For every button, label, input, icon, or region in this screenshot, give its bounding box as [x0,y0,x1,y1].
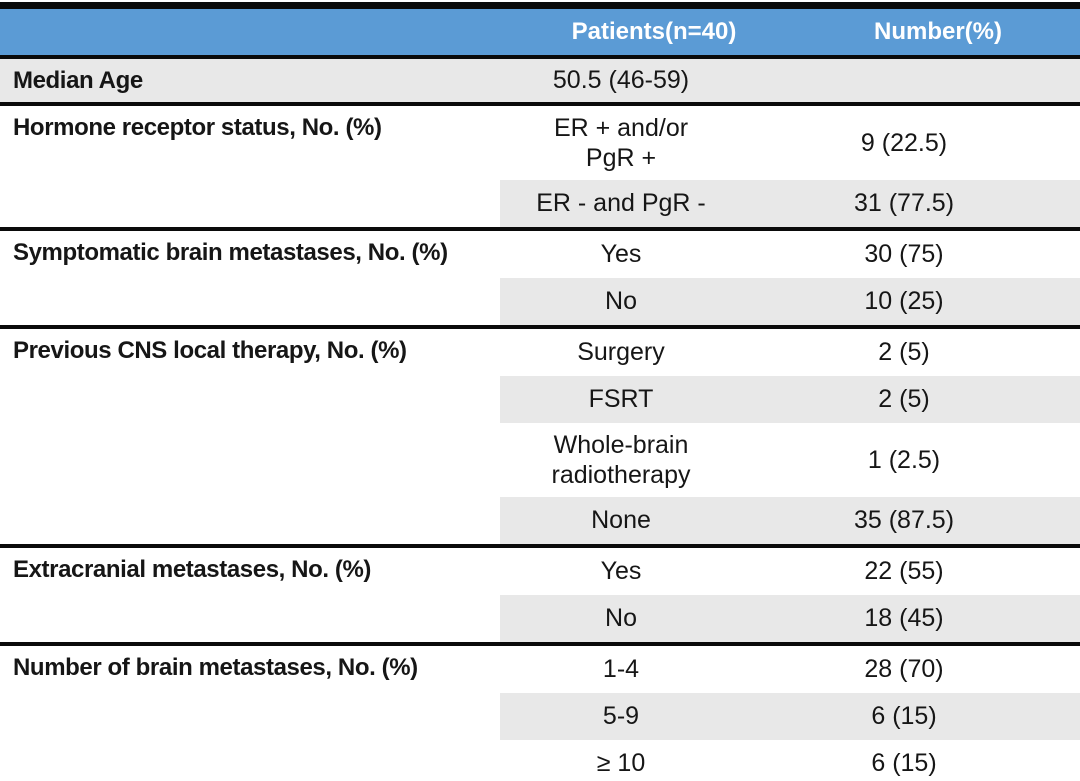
table-row: No 18 (45) [0,595,1080,644]
value-cell: Whole-brain radiotherapy [551,430,691,490]
table-row: Extracranial metastases, No. (%) Yes 22 (5… [0,544,1080,644]
number-cell: 10 (25) [760,278,1080,327]
row-label-cell: Number of brain metastases, No. (%) [0,642,500,781]
number-cell: 18 (45) [760,595,1080,644]
value-cell: 5-9 [500,693,760,740]
table-row: Median Age 50.5 (46-59) [0,55,1080,104]
value-cell: FSRT [500,376,760,423]
header-empty-cell [0,5,500,59]
table-row: None 35 (87.5) [0,497,1080,546]
number-cell: 9 (22.5) [760,102,1080,180]
header-patients-column: Patients(n=40) [500,5,760,59]
table-row: No 10 (25) [0,278,1080,327]
header-number-column: Number(%) [760,5,1080,59]
number-cell: 30 (75) [760,227,1080,278]
number-cell: 1 (2.5) [867,445,941,474]
number-cell: 22 (55) [760,544,1080,595]
number-cell: 6 (15) [760,693,1080,740]
value-cell: Yes [500,544,760,595]
value-cell: No [500,595,760,644]
value-cell: ≥ 10 [596,749,646,778]
value-cell: ER + and/or PgR + [500,102,760,180]
table-row: 5-9 6 (15) [0,693,1080,740]
table-row: ≥ 10 6 (15) [0,740,1080,781]
value-cell: None [500,497,760,546]
table-body: Median Age 50.5 (46-59) Hormone receptor s… [0,55,1080,781]
number-cell: 2 (5) [760,325,1080,376]
row-label-cell: Extracranial metastases, No. (%) [0,544,500,644]
value-cell: No [500,278,760,327]
value-cell: ER - and PgR - [500,180,760,229]
header-row: Patients(n=40) Number(%) [0,5,1080,59]
table-row: Hormone receptor status, No. (%) ER + and… [0,102,1080,229]
number-cell: 6 (15) [871,749,937,778]
value-cell: Yes [500,227,760,278]
table-row: Whole-brain radiotherapy 1 (2.5) [0,423,1080,497]
row-label-cell: Hormone receptor status, No. (%) [0,102,500,229]
number-cell [760,55,1080,104]
table-row: Symptomatic brain metastases, No. (%) Yes… [0,227,1080,327]
table-row: ER - and PgR -31 (77.5) [0,180,1080,229]
table-row: Previous CNS local therapy, No. (%) Surge… [0,325,1080,546]
number-cell: 35 (87.5) [760,497,1080,546]
number-cell: 31 (77.5) [760,180,1080,229]
number-cell: 2 (5) [760,376,1080,423]
table-row: Number of brain metastases, No. (%) 1-4 28… [0,642,1080,781]
value-cell: Surgery [500,325,760,376]
value-cell: 50.5 (46-59) [500,55,760,104]
number-cell: 28 (70) [760,642,1080,693]
row-label-cell: Median Age [0,55,500,104]
row-label-cell: Symptomatic brain metastases, No. (%) [0,227,500,327]
row-label-cell: Previous CNS local therapy, No. (%) [0,325,500,546]
table-row: FSRT 2 (5) [0,376,1080,423]
value-cell: 1-4 [500,642,760,693]
